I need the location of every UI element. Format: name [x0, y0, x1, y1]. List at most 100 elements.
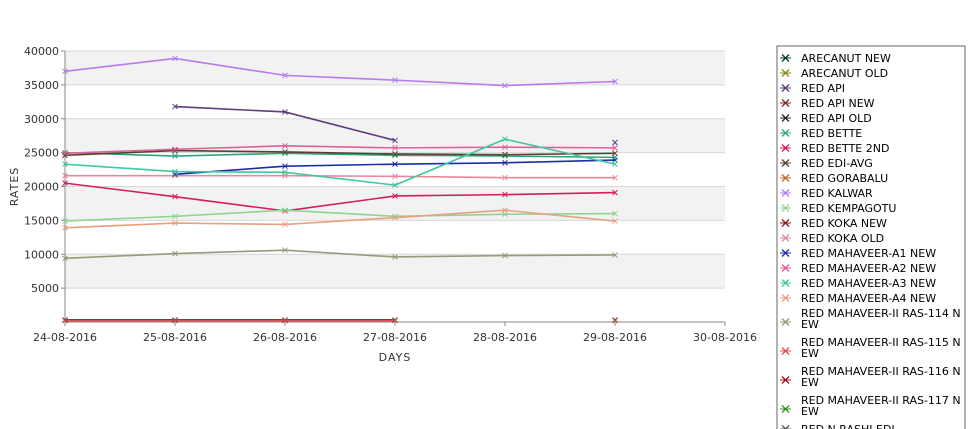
series-line-red-mahaveer-ii-ras-114-new [64, 249, 616, 260]
point-mark [172, 55, 178, 62]
data-point-red-koka-old [62, 172, 68, 179]
point-mark [392, 213, 398, 220]
data-point-red-kalwar [502, 82, 508, 89]
grid-band [65, 288, 725, 322]
point-mark [612, 139, 618, 146]
data-point-red-mahaveer-ii-ras-115-new [392, 317, 398, 324]
point-mark [62, 180, 68, 186]
data-point-red-mahaveer-a1-new [612, 157, 618, 163]
legend-box [776, 45, 966, 429]
y-axis-title: RATES [8, 167, 21, 207]
legend-label: RED EDI-AVG [801, 157, 873, 170]
series-line-red-kalwar [64, 57, 616, 87]
data-point-red-mahaveer-a3-new [62, 161, 68, 167]
data-point-red-mahaveer-a3-new [172, 168, 178, 175]
point-mark [282, 317, 288, 324]
legend-label: EW [801, 405, 819, 418]
data-point-red-kalwar [172, 55, 178, 62]
data-point-red-api [392, 137, 398, 144]
legend-label: RED KOKA OLD [801, 232, 884, 245]
point-mark [172, 250, 178, 257]
point-mark [282, 109, 288, 115]
y-axis-ticks: 5000 10000 15000 20000 25000 30000 35000 40000 [24, 45, 65, 295]
legend-label: EW [801, 347, 819, 360]
legend-item: RED GORABALU [780, 172, 888, 185]
point-mark [612, 252, 618, 258]
point-mark [392, 161, 398, 167]
x-axis-title: DAYS [379, 351, 412, 364]
y-tick-label: 10000 [24, 248, 59, 261]
data-point-red-edi-avg [612, 150, 618, 157]
data-point-red-bette-2nd [612, 189, 618, 196]
point-mark [62, 152, 68, 159]
point-mark [282, 150, 288, 157]
legend-label: RED API NEW [801, 97, 875, 110]
point-mark [502, 252, 508, 259]
legend-item: ARECANUT OLD [780, 67, 888, 80]
x-axis-ticks: 24-08-2016 25-08-2016 26-08-2016 27-08-2016… [33, 322, 757, 344]
data-point-red-mahaveer-ii-ras-114-new [172, 250, 178, 257]
legend-item: RED MAHAVEER-II RAS-114 NEW [780, 307, 961, 331]
data-point-red-bette [282, 150, 288, 157]
series-line-red-edi-avg [64, 149, 616, 157]
data-point-red-kalwar [392, 77, 398, 83]
data-point-red-bette-2nd [172, 193, 178, 200]
data-point-red-mahaveer-a3-new [392, 182, 398, 188]
legend-label: RED MAHAVEER-II RAS-114 N [801, 307, 961, 320]
point-mark [392, 254, 398, 260]
point-mark [62, 255, 68, 262]
data-point-red-kempagotu [62, 218, 68, 224]
legend-marker [781, 425, 787, 429]
data-point-red-mahaveer-a3-new [502, 136, 508, 142]
point-mark [172, 213, 178, 220]
grid-band [65, 254, 725, 289]
legend-label: RED MAHAVEER-II RAS-116 N [801, 365, 961, 378]
series-line-red-kempagotu [64, 209, 616, 222]
data-point-red-bette [502, 153, 508, 159]
legend-label: RED N RASHI EDI [801, 423, 895, 429]
data-point-red-koka-old [392, 173, 398, 180]
legend-label: ARECANUT NEW [801, 52, 891, 65]
point-mark [282, 163, 288, 170]
legend-item: RED MAHAVEER-II RAS-115 NEW [780, 336, 961, 360]
point-mark [392, 317, 398, 324]
data-point-red-mahaveer-a4-new [612, 218, 618, 224]
data-point-red-edi-avg [62, 152, 68, 159]
point-mark [502, 207, 508, 214]
legend-label: RED MAHAVEER-A4 NEW [801, 292, 936, 305]
data-point-red-mahaveer-a2-new [282, 142, 288, 149]
legend-label: RED MAHAVEER-II RAS-115 N [801, 336, 961, 349]
point-mark [282, 247, 288, 254]
legend-label: RED API [801, 82, 845, 95]
point-mark [502, 211, 508, 218]
point-mark [62, 161, 68, 167]
legend-label: RED MAHAVEER-A2 NEW [801, 262, 936, 275]
point-mark [172, 168, 178, 175]
y-tick-label: 15000 [24, 214, 59, 227]
grid-band [65, 84, 725, 119]
data-point-red-mahaveer-ii-ras-114-new [282, 247, 288, 254]
legend-item: ARECANUT NEW [780, 52, 891, 65]
legend-label: RED KEMPAGOTU [801, 202, 896, 215]
point-mark [282, 72, 288, 79]
data-point-red-mahaveer-a4-new [62, 224, 68, 231]
legend-item: RED KOKA OLD [780, 232, 884, 245]
legend-label: RED GORABALU [801, 172, 888, 185]
legend-item: RED KOKA NEW [780, 217, 887, 230]
x-tick-label: 28-08-2016 [473, 331, 537, 344]
data-point-red-kempagotu [392, 213, 398, 220]
data-point-red-api [172, 103, 178, 110]
data-point-red-mahaveer-a4-new [282, 221, 288, 228]
point-mark [62, 317, 68, 324]
grid-band [65, 51, 725, 85]
data-point-red-mahaveer-ii-ras-115-new [612, 317, 618, 324]
legend-item: RED MAHAVEER-A2 NEW [780, 262, 936, 275]
x-tick-label: 27-08-2016 [363, 331, 427, 344]
grid-bands [65, 50, 725, 322]
x-tick-label: 29-08-2016 [583, 331, 647, 344]
data-point-red-mahaveer-a4-new [502, 207, 508, 214]
data-point-red-kempagotu [282, 207, 288, 214]
x-tick-label: 30-08-2016 [693, 331, 757, 344]
data-point-red-mahaveer-a3-new [612, 161, 618, 167]
